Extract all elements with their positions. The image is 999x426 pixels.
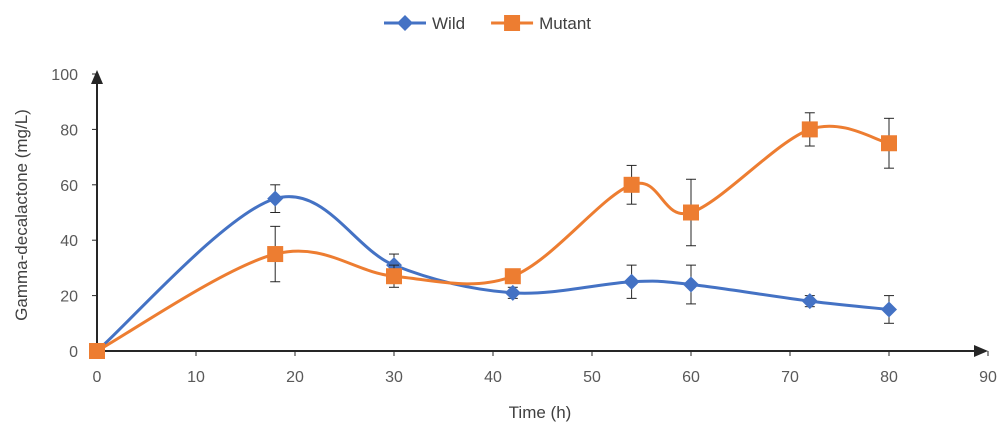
legend-label: Wild	[432, 14, 465, 33]
data-point	[504, 284, 521, 301]
x-tick-label: 60	[682, 369, 700, 386]
data-point	[386, 268, 402, 285]
data-point	[683, 276, 699, 293]
x-tick-label: 50	[583, 369, 601, 386]
legend-swatch-marker	[504, 15, 521, 31]
y-tick-label: 100	[51, 67, 78, 84]
data-point	[267, 246, 284, 263]
y-tick-label: 60	[60, 178, 78, 195]
legend: Wild Mutant	[384, 14, 591, 33]
data-point	[504, 268, 521, 285]
y-tick-label: 80	[60, 122, 78, 139]
x-tick-label: 10	[187, 369, 205, 386]
legend-item-1: Mutant	[491, 14, 591, 33]
x-axis-title: Time (h)	[509, 403, 572, 422]
data-point	[881, 301, 897, 318]
y-axis-title: Gamma-decalactone (mg/L)	[12, 109, 31, 321]
x-tick-label: 20	[286, 369, 304, 386]
data-point	[683, 204, 699, 221]
legend-label: Mutant	[539, 14, 591, 33]
data-point	[801, 121, 818, 138]
y-axis-arrow	[91, 70, 103, 84]
legend-swatch-marker	[397, 15, 413, 31]
x-tick-label: 30	[385, 369, 403, 386]
data-point	[623, 176, 640, 193]
x-tick-label: 70	[781, 369, 799, 386]
data-point	[801, 293, 818, 310]
data-point	[623, 273, 640, 290]
series-1	[89, 112, 897, 359]
x-tick-label: 80	[880, 369, 898, 386]
x-tick-label: 0	[93, 369, 102, 386]
legend-item-0: Wild	[384, 14, 465, 33]
x-axis-arrow	[974, 345, 988, 357]
data-point	[881, 135, 897, 152]
axes: 0 20 40 60 80 100 0 10 20 30 40 50 60 70 80 90	[51, 67, 997, 386]
series-0	[89, 184, 897, 359]
y-tick-label: 40	[60, 233, 78, 250]
x-tick-label: 40	[484, 369, 502, 386]
data-point	[267, 190, 284, 207]
data-point	[89, 343, 105, 359]
series-line	[96, 195, 890, 353]
x-tick-label: 90	[979, 369, 997, 386]
y-tick-label: 20	[60, 289, 78, 306]
series-layer	[89, 112, 897, 359]
y-tick-label: 0	[69, 344, 78, 361]
